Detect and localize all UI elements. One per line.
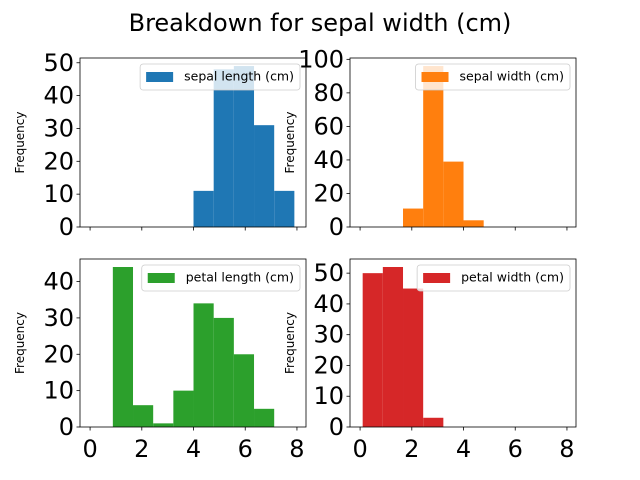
axes-frame	[349, 258, 577, 428]
y-tick-label: 30	[43, 114, 74, 142]
legend: sepal length (cm)	[139, 63, 301, 91]
legend-box	[139, 63, 301, 91]
y-tick-label: 40	[43, 268, 74, 296]
y-tick-label: 20	[313, 351, 344, 379]
y-axis-label: Frequency	[283, 312, 297, 374]
y-tick-label: 20	[313, 179, 344, 207]
bar	[213, 69, 234, 227]
bar	[254, 408, 275, 427]
x-tick-label: 6	[238, 435, 253, 463]
y-tick-label: 30	[313, 321, 344, 349]
y-axis-label: Frequency	[283, 112, 297, 174]
bar	[112, 267, 134, 427]
bar	[403, 208, 424, 227]
y-tick-label: 50	[43, 49, 74, 77]
x-tick-label: 4	[456, 435, 471, 463]
legend: sepal width (cm)	[415, 63, 571, 91]
legend-label: sepal length (cm)	[184, 69, 294, 84]
subplot: 0 10 20 30 40 0 2 4 6 8 Frequency petal length (cm)	[13, 258, 307, 463]
bar	[133, 405, 154, 427]
x-tick-label: 8	[289, 435, 304, 463]
bar	[403, 288, 424, 427]
legend-label: petal width (cm)	[461, 270, 564, 285]
x-tick-label: 6	[508, 435, 523, 463]
legend: petal width (cm)	[416, 264, 571, 292]
legend-label: petal length (cm)	[186, 270, 294, 285]
y-tick-label: 0	[329, 413, 344, 441]
y-tick-label: 40	[43, 82, 74, 110]
bar	[153, 423, 174, 427]
y-tick-label: 50	[313, 259, 344, 287]
y-tick-label: 40	[313, 146, 344, 174]
bar	[274, 190, 295, 227]
x-tick-label: 4	[186, 435, 201, 463]
subplot: 0 20 40 60 80 100 Frequency sepal width (cm)	[283, 45, 577, 241]
x-tick-label: 0	[352, 435, 367, 463]
bar	[463, 220, 484, 227]
bar	[193, 190, 214, 227]
axes-frame	[349, 57, 577, 228]
x-tick-label: 0	[82, 435, 97, 463]
y-tick-label: 80	[313, 79, 344, 107]
bar	[423, 417, 444, 427]
y-tick-label: 0	[329, 213, 344, 241]
legend-swatch	[147, 273, 175, 283]
bar	[362, 273, 383, 427]
legend-label: sepal width (cm)	[460, 69, 564, 84]
bar	[193, 303, 214, 427]
legend-box	[141, 264, 301, 292]
bar	[443, 161, 464, 227]
y-tick-label: 10	[43, 377, 74, 405]
x-tick-label: 2	[404, 435, 419, 463]
bar	[173, 390, 194, 427]
y-tick-label: 10	[43, 180, 74, 208]
figure-title: Breakdown for sepal width (cm)	[129, 9, 512, 37]
bar	[233, 354, 255, 427]
y-tick-label: 40	[313, 290, 344, 318]
y-axis-label: Frequency	[13, 112, 27, 174]
bar	[233, 66, 255, 227]
legend-box	[415, 63, 571, 91]
y-tick-label: 60	[313, 112, 344, 140]
bar	[382, 267, 404, 427]
axes-frame	[79, 258, 307, 428]
y-axis-label: Frequency	[13, 312, 27, 374]
legend-swatch	[421, 72, 449, 82]
x-tick-label: 8	[559, 435, 574, 463]
legend-swatch	[423, 273, 451, 283]
bar	[213, 317, 234, 427]
bar	[254, 125, 275, 227]
legend-swatch	[146, 72, 174, 82]
y-tick-label: 20	[43, 147, 74, 175]
x-tick-label: 2	[134, 435, 149, 463]
y-tick-label: 0	[59, 413, 74, 441]
axes-frame	[79, 57, 307, 228]
y-tick-label: 0	[59, 213, 74, 241]
subplot: 0 10 20 30 40 50 Frequency sepal length (cm)	[13, 49, 307, 241]
y-tick-label: 100	[298, 45, 344, 73]
bar	[423, 66, 444, 227]
legend-box	[416, 264, 571, 292]
y-tick-label: 30	[43, 304, 74, 332]
legend: petal length (cm)	[141, 264, 301, 292]
y-tick-label: 20	[43, 340, 74, 368]
y-tick-label: 10	[313, 382, 344, 410]
